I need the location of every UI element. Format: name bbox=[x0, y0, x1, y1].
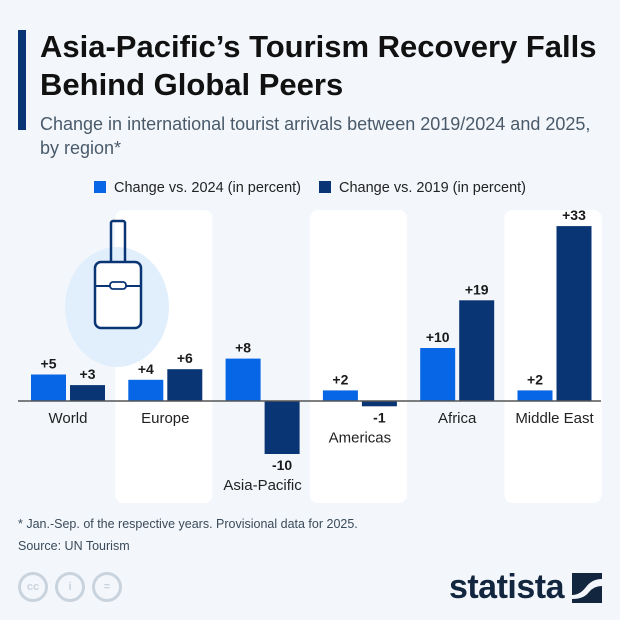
category-label: Asia-Pacific bbox=[223, 477, 302, 494]
bar-2024 bbox=[420, 348, 456, 401]
data-label: +3 bbox=[80, 366, 96, 382]
legend-label: Change vs. 2019 (in percent) bbox=[339, 180, 526, 196]
legend-swatch bbox=[94, 181, 106, 193]
license-icons: cc i = bbox=[18, 572, 122, 602]
bar-2024 bbox=[517, 390, 553, 401]
legend-swatch bbox=[319, 181, 331, 193]
bar-2024 bbox=[322, 390, 358, 401]
data-label: +19 bbox=[465, 281, 489, 297]
attribution-icon: i bbox=[55, 572, 85, 602]
legend: Change vs. 2024 (in percent) Change vs. … bbox=[0, 180, 620, 196]
source: Source: UN Tourism bbox=[18, 539, 130, 553]
statista-logo-icon bbox=[572, 572, 602, 603]
legend-item-2019: Change vs. 2019 (in percent) bbox=[319, 180, 526, 196]
cc-icon: cc bbox=[18, 572, 48, 602]
bar-2019 bbox=[459, 300, 495, 401]
title-accent-bar bbox=[18, 30, 26, 130]
bar-2019 bbox=[70, 385, 105, 401]
data-label: -10 bbox=[272, 457, 292, 473]
data-label: +2 bbox=[332, 371, 348, 387]
group-panel bbox=[309, 210, 407, 503]
category-label: World bbox=[49, 410, 88, 427]
data-label: +6 bbox=[177, 350, 193, 366]
bar-2019 bbox=[361, 401, 397, 407]
suitcase-icon bbox=[65, 219, 169, 367]
bar-2024 bbox=[31, 374, 66, 401]
bar-2019 bbox=[264, 401, 300, 454]
brand-name: statista bbox=[448, 568, 565, 606]
data-label: +33 bbox=[562, 207, 586, 223]
chart-subtitle: Change in international tourist arrivals… bbox=[40, 114, 591, 158]
legend-item-2024: Change vs. 2024 (in percent) bbox=[94, 180, 301, 196]
data-label: +5 bbox=[41, 356, 57, 372]
legend-label: Change vs. 2024 (in percent) bbox=[114, 180, 301, 196]
no-derivatives-icon: = bbox=[92, 572, 122, 602]
chart-title: Asia-Pacific’s Tourism Recovery Falls Be… bbox=[40, 29, 597, 102]
data-label: +8 bbox=[235, 340, 251, 356]
category-label: Middle East bbox=[515, 410, 594, 427]
bar-2019 bbox=[167, 369, 203, 401]
statista-logo[interactable]: statista bbox=[449, 568, 602, 607]
category-label: Europe bbox=[141, 410, 189, 427]
bar-2024 bbox=[128, 379, 164, 401]
data-label: +4 bbox=[138, 361, 154, 377]
bar-2019 bbox=[556, 226, 592, 401]
bar-2024 bbox=[225, 358, 261, 401]
data-label: +10 bbox=[426, 329, 450, 345]
category-label: Americas bbox=[329, 429, 392, 446]
category-label: Africa bbox=[438, 410, 477, 427]
footnote: * Jan.-Sep. of the respective years. Pro… bbox=[18, 517, 358, 531]
data-label: +2 bbox=[527, 371, 543, 387]
data-label: -1 bbox=[373, 409, 386, 425]
